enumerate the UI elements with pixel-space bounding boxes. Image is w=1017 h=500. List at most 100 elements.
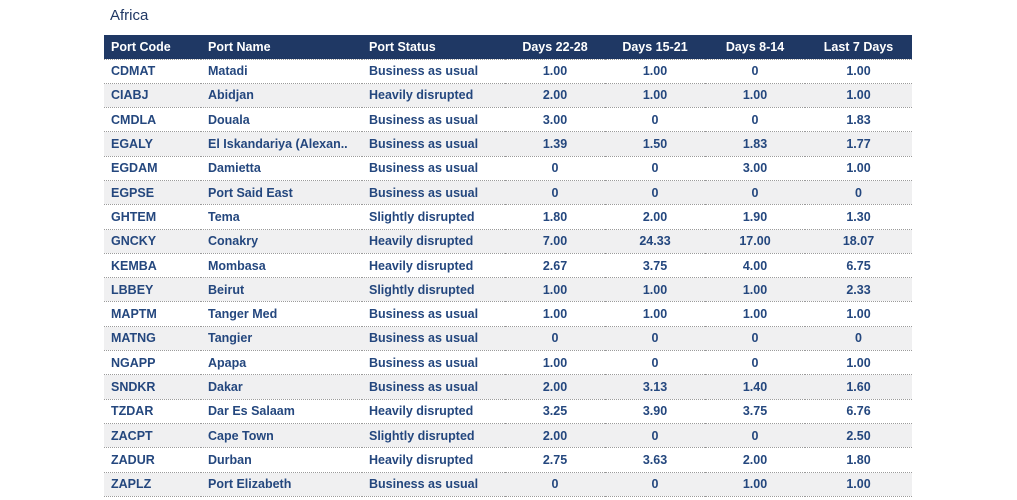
table-row: SNDKR Dakar Business as usual 2.00 3.13 1.40 1…: [104, 374, 912, 400]
table-row: MATNG Tangier Business as usual 0 0 0 0: [104, 326, 912, 352]
cell-days-22-28: 2.67: [505, 253, 605, 279]
table-row: TZDAR Dar Es Salaam Heavily disrupted 3.25 3…: [104, 399, 912, 424]
cell-days-8-14: 1.00: [705, 301, 805, 327]
cell-port-name: Mombasa: [201, 253, 362, 279]
cell-last-7-days: 1.80: [805, 447, 912, 473]
cell-days-22-28: 1.00: [505, 277, 605, 303]
table-row: MAPTM Tanger Med Business as usual 1.00 1.00…: [104, 301, 912, 327]
cell-last-7-days: 2.33: [805, 277, 912, 303]
cell-port-name: Dakar: [201, 374, 362, 400]
cell-days-8-14: 1.00: [705, 277, 805, 303]
cell-days-15-21: 0: [605, 350, 705, 376]
cell-last-7-days: 1.60: [805, 374, 912, 400]
cell-port-code: ZACPT: [104, 423, 201, 449]
cell-last-7-days: 6.76: [805, 399, 912, 424]
cell-days-22-28: 7.00: [505, 229, 605, 254]
cell-port-name: Matadi: [201, 59, 362, 84]
cell-port-name: Tangier: [201, 326, 362, 352]
page-title: Africa: [110, 7, 149, 24]
column-header-days-8-14[interactable]: Days 8-14: [705, 35, 805, 60]
cell-days-8-14: 0: [705, 326, 805, 352]
table-row: LBBEY Beirut Slightly disrupted 1.00 1.00 1.0…: [104, 277, 912, 303]
cell-port-name: Cape Town: [201, 423, 362, 449]
cell-days-8-14: 0: [705, 180, 805, 206]
cell-port-status: Heavily disrupted: [362, 83, 505, 109]
cell-days-15-21: 0: [605, 326, 705, 352]
cell-port-code: KEMBA: [104, 253, 201, 279]
cell-days-22-28: 1.00: [505, 350, 605, 376]
cell-last-7-days: 0: [805, 326, 912, 352]
cell-days-15-21: 3.13: [605, 374, 705, 400]
cell-last-7-days: 1.00: [805, 350, 912, 376]
cell-days-15-21: 1.00: [605, 83, 705, 109]
cell-port-name: El Iskandariya (Alexan..: [201, 131, 362, 157]
cell-days-22-28: 3.25: [505, 399, 605, 424]
cell-days-8-14: 1.90: [705, 204, 805, 230]
cell-port-status: Heavily disrupted: [362, 253, 505, 279]
cell-last-7-days: 0: [805, 180, 912, 206]
column-header-days-15-21[interactable]: Days 15-21: [605, 35, 705, 60]
cell-last-7-days: 18.07: [805, 229, 912, 254]
cell-last-7-days: 1.00: [805, 156, 912, 181]
cell-port-name: Apapa: [201, 350, 362, 376]
table-row: GNCKY Conakry Heavily disrupted 7.00 24.33 17…: [104, 229, 912, 254]
column-header-port-status[interactable]: Port Status: [362, 35, 505, 60]
table-row: ZADUR Durban Heavily disrupted 2.75 3.63 2.00…: [104, 447, 912, 473]
cell-days-15-21: 0: [605, 423, 705, 449]
cell-days-8-14: 1.83: [705, 131, 805, 157]
cell-port-status: Business as usual: [362, 156, 505, 181]
table-header-row: Port Code Port Name Port Status Days 22-28 D…: [104, 35, 912, 60]
cell-port-code: CDMAT: [104, 59, 201, 84]
cell-days-15-21: 1.00: [605, 301, 705, 327]
cell-port-code: LBBEY: [104, 277, 201, 303]
cell-days-22-28: 2.00: [505, 83, 605, 109]
cell-port-status: Business as usual: [362, 301, 505, 327]
cell-port-name: Port Said East: [201, 180, 362, 206]
cell-port-status: Heavily disrupted: [362, 229, 505, 254]
cell-days-22-28: 1.39: [505, 131, 605, 157]
cell-days-15-21: 0: [605, 107, 705, 133]
column-header-port-name[interactable]: Port Name: [201, 35, 362, 60]
table-row: ZACPT Cape Town Slightly disrupted 2.00 0 0 2.…: [104, 423, 912, 449]
cell-port-name: Beirut: [201, 277, 362, 303]
cell-last-7-days: 1.00: [805, 83, 912, 109]
table-row: EGDAM Damietta Business as usual 0 0 3.00 1.00: [104, 156, 912, 181]
cell-port-code: GHTEM: [104, 204, 201, 230]
cell-days-8-14: 3.75: [705, 399, 805, 424]
column-header-days-22-28[interactable]: Days 22-28: [505, 35, 605, 60]
cell-port-status: Business as usual: [362, 326, 505, 352]
table-row: CMDLA Douala Business as usual 3.00 0 0 1.83: [104, 107, 912, 133]
cell-days-8-14: 0: [705, 59, 805, 84]
cell-port-status: Slightly disrupted: [362, 204, 505, 230]
cell-port-code: CIABJ: [104, 83, 201, 109]
cell-port-name: Douala: [201, 107, 362, 133]
cell-days-22-28: 1.00: [505, 59, 605, 84]
cell-days-22-28: 2.00: [505, 423, 605, 449]
cell-days-15-21: 24.33: [605, 229, 705, 254]
cell-days-15-21: 3.75: [605, 253, 705, 279]
column-header-last-7-days[interactable]: Last 7 Days: [805, 35, 912, 60]
cell-days-15-21: 0: [605, 180, 705, 206]
cell-last-7-days: 6.75: [805, 253, 912, 279]
cell-days-8-14: 1.40: [705, 374, 805, 400]
cell-days-8-14: 0: [705, 107, 805, 133]
cell-days-22-28: 0: [505, 326, 605, 352]
cell-last-7-days: 2.50: [805, 423, 912, 449]
cell-days-8-14: 0: [705, 350, 805, 376]
cell-days-22-28: 0: [505, 180, 605, 206]
cell-port-code: EGALY: [104, 131, 201, 157]
cell-last-7-days: 1.30: [805, 204, 912, 230]
cell-port-name: Tema: [201, 204, 362, 230]
cell-days-8-14: 3.00: [705, 156, 805, 181]
cell-port-name: Durban: [201, 447, 362, 473]
table-row: EGALY El Iskandariya (Alexan.. Business as…: [104, 131, 912, 157]
cell-days-22-28: 0: [505, 472, 605, 497]
cell-last-7-days: 1.00: [805, 472, 912, 497]
cell-port-status: Business as usual: [362, 59, 505, 84]
column-header-port-code[interactable]: Port Code: [104, 35, 201, 60]
cell-port-status: Business as usual: [362, 131, 505, 157]
cell-port-status: Business as usual: [362, 374, 505, 400]
ports-table: Port Code Port Name Port Status Days 22-28 D…: [104, 35, 912, 497]
cell-days-22-28: 0: [505, 156, 605, 181]
cell-port-status: Heavily disrupted: [362, 399, 505, 424]
